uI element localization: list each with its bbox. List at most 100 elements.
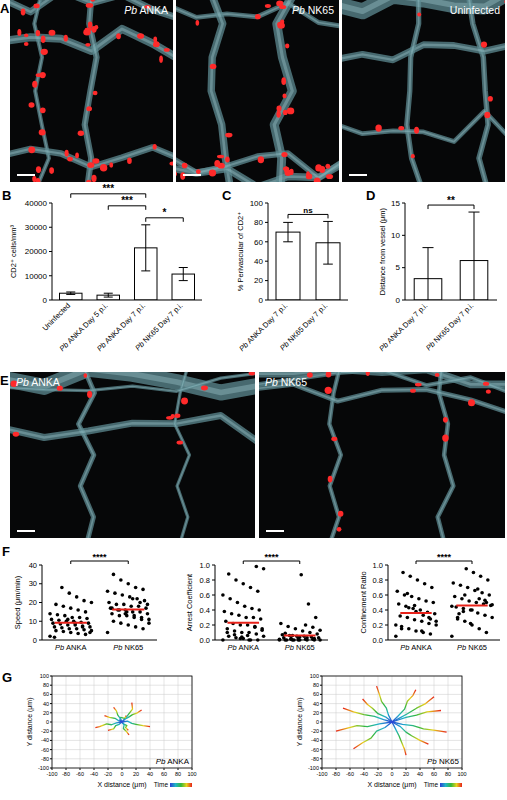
point bbox=[141, 588, 145, 592]
cell bbox=[417, 12, 421, 16]
cell bbox=[315, 164, 322, 171]
point bbox=[259, 617, 263, 621]
point bbox=[406, 592, 410, 596]
point bbox=[286, 625, 290, 629]
point bbox=[429, 632, 433, 636]
point bbox=[51, 621, 55, 625]
x-axis-label: X distance (μm) bbox=[367, 781, 416, 789]
point bbox=[407, 627, 411, 631]
bar-chart: 051015Pb ANKA Day 7 p.i.Pb NK65 Day 7 p.… bbox=[377, 195, 497, 354]
grid-line bbox=[52, 694, 192, 695]
point bbox=[246, 634, 250, 638]
point bbox=[115, 603, 119, 607]
y-tick-label: -100 bbox=[308, 765, 319, 771]
vessel bbox=[175, 372, 190, 538]
cell bbox=[177, 441, 184, 445]
y-tick-label: 0.4 bbox=[373, 606, 383, 615]
cell bbox=[277, 23, 285, 29]
y-tick bbox=[265, 280, 268, 281]
cell bbox=[201, 385, 208, 390]
cell bbox=[468, 399, 475, 406]
y-tick bbox=[212, 595, 215, 596]
cell bbox=[337, 527, 342, 532]
point bbox=[137, 604, 141, 608]
x-tick-label: -20 bbox=[104, 771, 112, 777]
vessel-core bbox=[85, 0, 97, 182]
micrograph bbox=[342, 0, 505, 182]
point bbox=[141, 627, 145, 631]
italic-genus: Pb bbox=[124, 4, 137, 16]
point bbox=[119, 578, 123, 582]
x-axis bbox=[268, 300, 348, 301]
error-whisker bbox=[288, 222, 289, 241]
vessel bbox=[468, 0, 489, 182]
y-tick-label: 40 bbox=[254, 257, 263, 266]
cell bbox=[24, 33, 28, 37]
point bbox=[434, 619, 438, 623]
vessel-core bbox=[342, 44, 505, 60]
x-tick-label: 100 bbox=[457, 771, 466, 777]
y-tick-label: 0 bbox=[396, 296, 401, 305]
point bbox=[450, 634, 454, 638]
point bbox=[76, 632, 80, 636]
y-tick-label: 20 bbox=[313, 710, 319, 716]
cell bbox=[75, 153, 79, 159]
y-axis bbox=[268, 203, 269, 300]
point bbox=[75, 627, 79, 631]
cell bbox=[484, 112, 490, 119]
point bbox=[227, 572, 231, 576]
cell bbox=[88, 22, 93, 29]
point bbox=[243, 604, 247, 608]
significance-bracket bbox=[108, 206, 146, 210]
point bbox=[112, 573, 116, 577]
x-tick-label: -100 bbox=[316, 771, 327, 777]
dot-plot: 0.00.20.40.60.81.0Pb ANKAPb NK65Confinem… bbox=[359, 552, 500, 652]
point bbox=[113, 591, 117, 595]
label-rest: ANKA bbox=[237, 643, 259, 652]
y-tick bbox=[402, 300, 405, 301]
cell bbox=[366, 372, 370, 376]
point bbox=[401, 571, 405, 575]
vessel-core bbox=[10, 372, 255, 391]
cell bbox=[85, 27, 92, 31]
point bbox=[463, 619, 467, 623]
point bbox=[87, 621, 91, 625]
x-tick-label: Pb NK65 Day 7 p.i. bbox=[424, 301, 475, 352]
cell bbox=[137, 33, 144, 39]
y-axis-label: Confinement Ratio bbox=[359, 571, 368, 633]
y-tick bbox=[402, 203, 405, 204]
vessel-core bbox=[342, 111, 505, 143]
y-axis-label: % Perivascular of CD2⁺ bbox=[236, 212, 245, 291]
y-tick-label: 1.0 bbox=[200, 561, 210, 570]
y-tick-label: 1.0 bbox=[373, 561, 383, 570]
y-tick-label: 20000 bbox=[25, 247, 48, 256]
panel-letter: C bbox=[222, 188, 232, 203]
point bbox=[451, 581, 455, 585]
point bbox=[122, 603, 126, 607]
point bbox=[427, 616, 431, 620]
point bbox=[477, 627, 481, 631]
error-whisker bbox=[145, 225, 146, 271]
cell bbox=[100, 164, 107, 172]
x-tick-label: 0 bbox=[390, 771, 393, 777]
label-rest: NK65 bbox=[305, 4, 334, 16]
cell bbox=[87, 162, 94, 168]
cell bbox=[49, 167, 54, 174]
x-tick-label: -40 bbox=[90, 771, 98, 777]
y-tick-label: -60 bbox=[311, 747, 319, 753]
time-legend-bar bbox=[170, 783, 192, 787]
cell bbox=[153, 144, 157, 150]
cell bbox=[13, 432, 19, 437]
point bbox=[54, 629, 58, 633]
y-axis-label: CD2⁺ cells/mm³ bbox=[9, 224, 18, 278]
grid-line bbox=[322, 740, 462, 741]
cell bbox=[287, 107, 294, 114]
error-bar bbox=[104, 293, 113, 297]
y-tick bbox=[265, 300, 268, 301]
y-tick-label: 60 bbox=[43, 691, 49, 697]
label-rest: NK65 Day 7 p.i. bbox=[430, 301, 475, 346]
cell bbox=[64, 35, 68, 42]
y-tick bbox=[265, 203, 268, 204]
y-tick-label: 60 bbox=[254, 238, 263, 247]
point bbox=[90, 601, 94, 605]
